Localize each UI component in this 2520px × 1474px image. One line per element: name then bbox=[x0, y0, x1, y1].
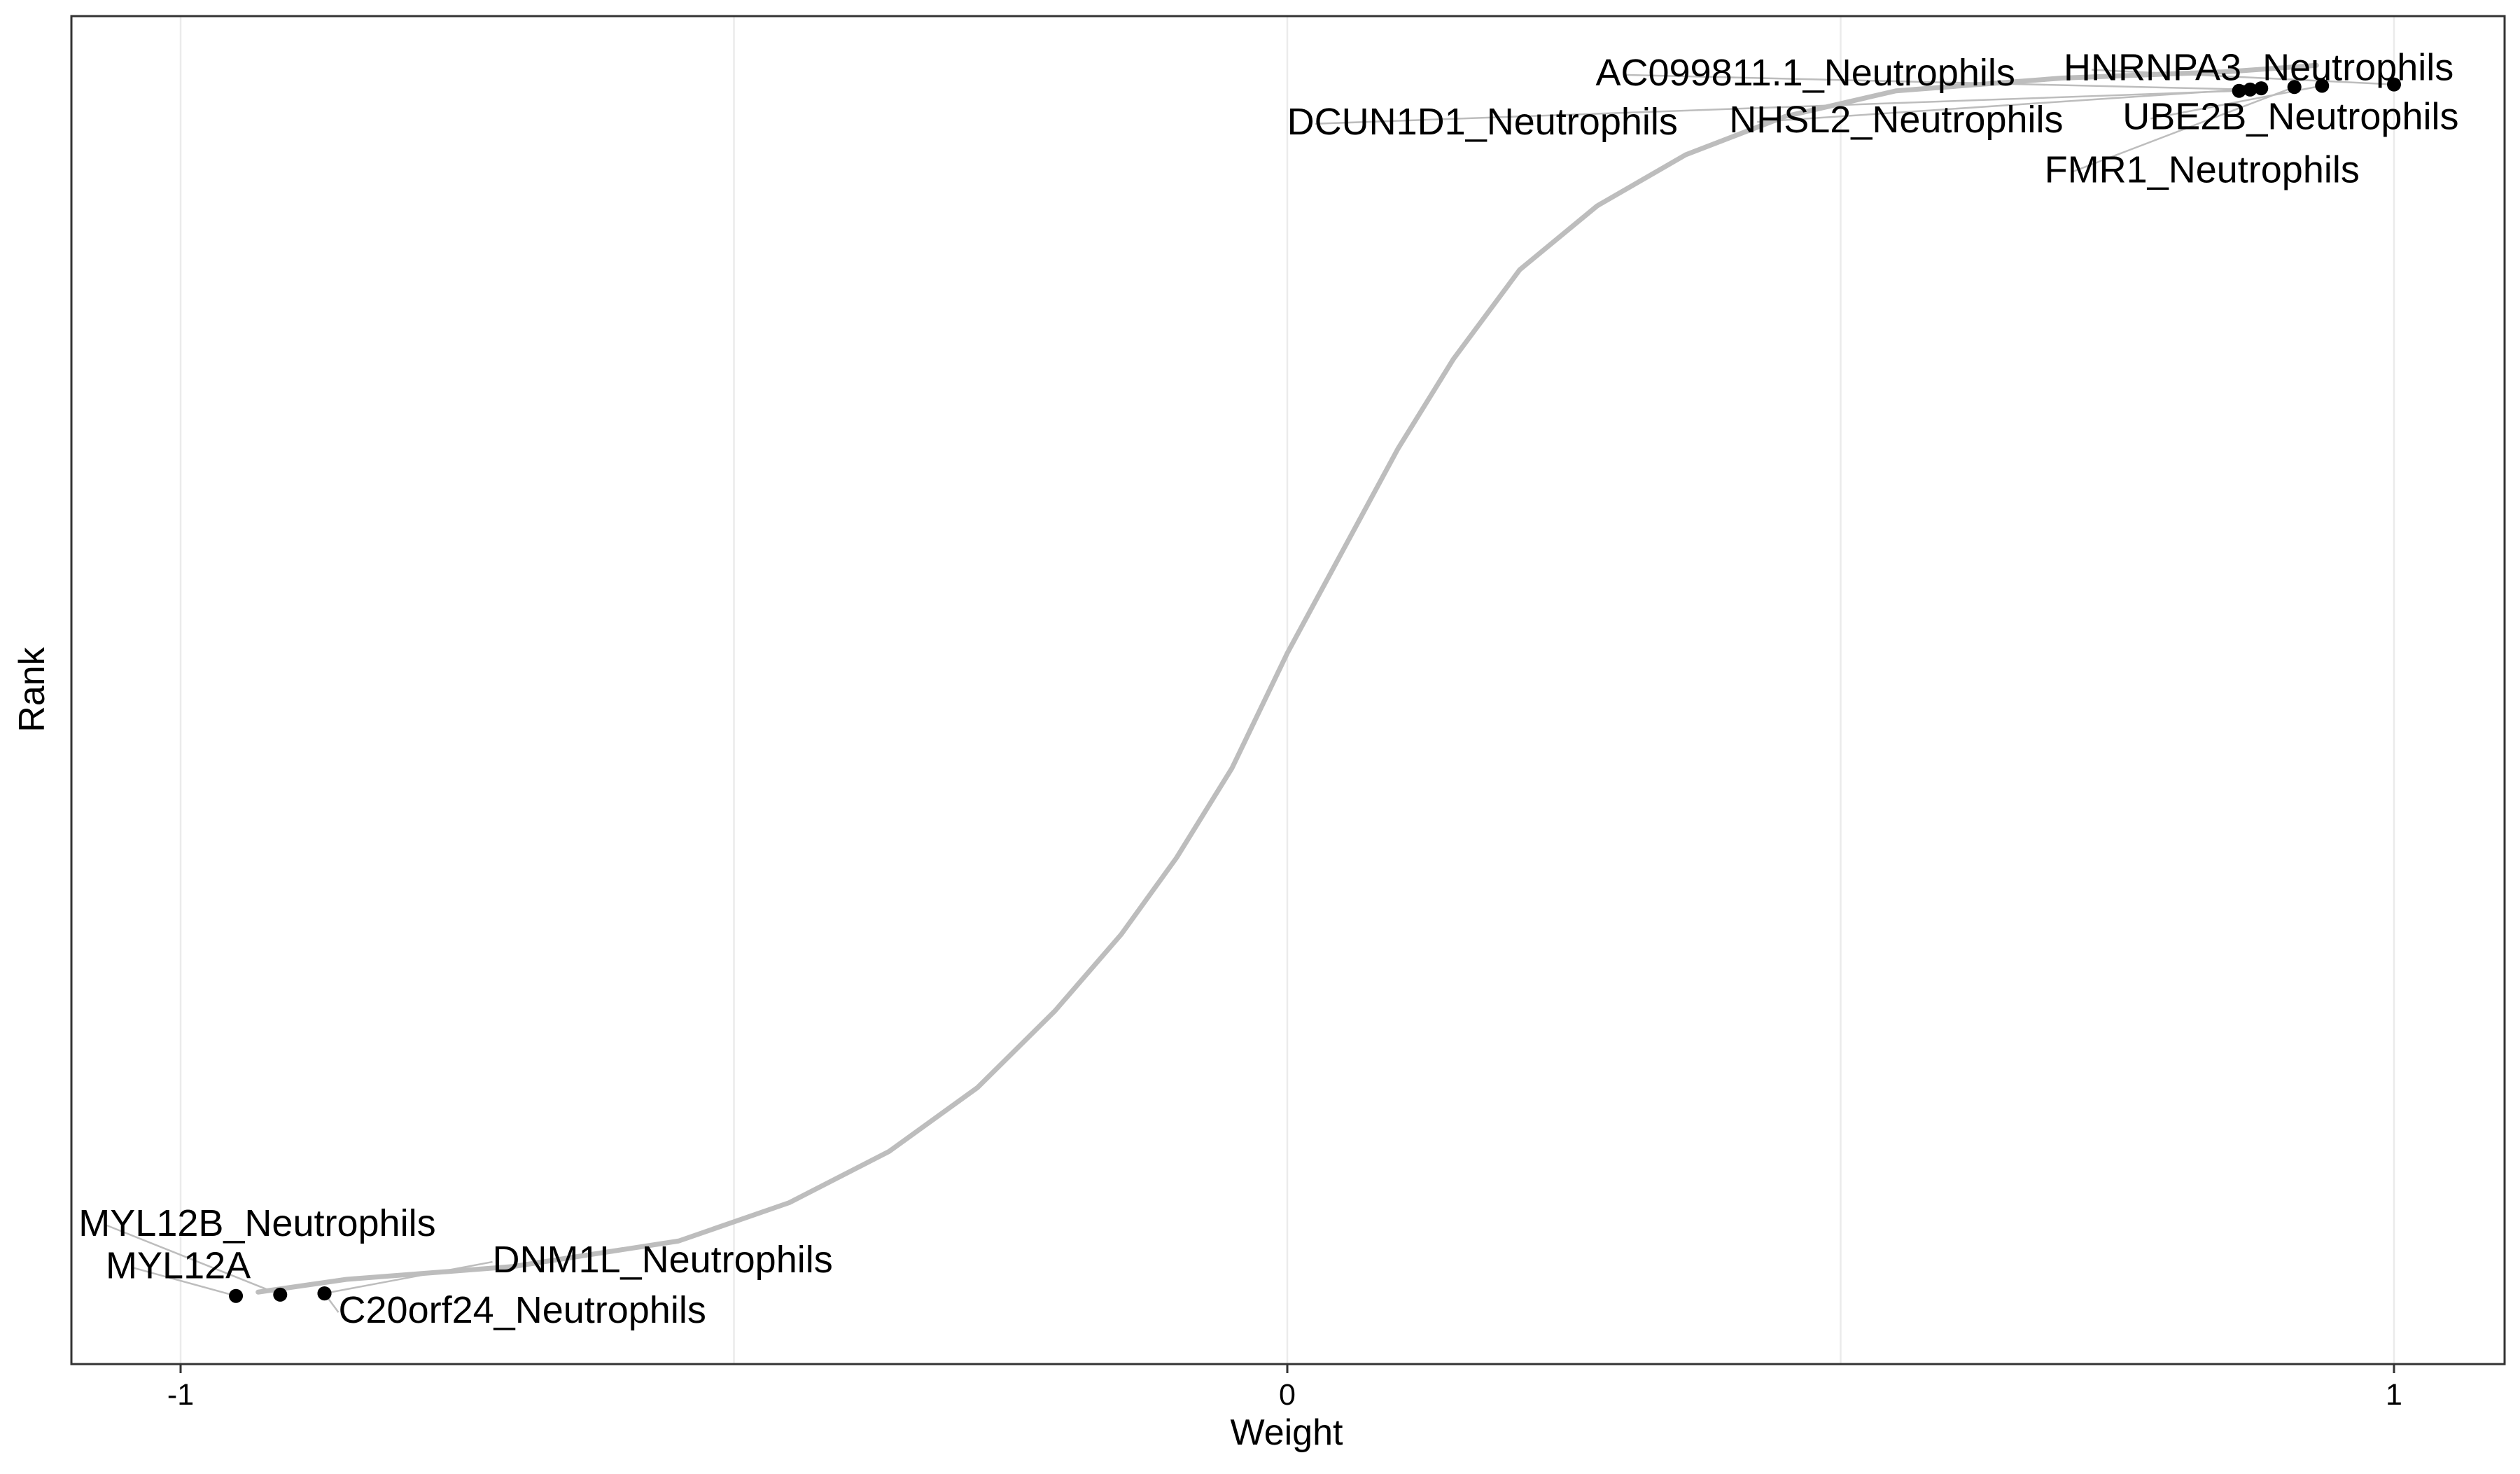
highlighted-point bbox=[229, 1288, 244, 1303]
point-label: NHSL2_Neutrophils bbox=[1729, 99, 2063, 141]
point-label: FMR1_Neutrophils bbox=[2045, 148, 2360, 190]
x-tick-label: -1 bbox=[167, 1378, 194, 1412]
y-axis-title: Rank bbox=[12, 646, 52, 732]
x-axis-ticks: -1 0 1 bbox=[167, 1364, 2402, 1412]
x-axis-title: Weight bbox=[1231, 1412, 1343, 1453]
leader-line bbox=[2091, 69, 2395, 85]
highlighted-point bbox=[2387, 77, 2401, 92]
point-label: MYL12B_Neutrophils bbox=[78, 1202, 435, 1244]
highlighted-point bbox=[317, 1286, 332, 1301]
x-tick-label: 0 bbox=[1279, 1378, 1296, 1412]
point-label: DNM1L_Neutrophils bbox=[493, 1239, 833, 1281]
leader-line bbox=[1757, 87, 2262, 123]
point-label: MYL12A bbox=[106, 1245, 251, 1287]
highlighted-points bbox=[229, 77, 2401, 1303]
rank-curve-line bbox=[255, 62, 2319, 1295]
leader-line bbox=[133, 1267, 237, 1297]
leader-line bbox=[1623, 74, 2250, 91]
label-leader-lines bbox=[106, 69, 2395, 1313]
highlighted-point bbox=[2232, 83, 2246, 98]
leader-line bbox=[1315, 90, 2239, 125]
highlighted-point bbox=[2287, 80, 2302, 95]
background-curve bbox=[255, 62, 2319, 1295]
point-label: DCUN1D1_Neutrophils bbox=[1287, 101, 1678, 143]
leader-line bbox=[106, 1224, 281, 1296]
highlighted-point bbox=[273, 1287, 288, 1302]
point-label: UBE2B_Neutrophils bbox=[2122, 95, 2458, 137]
x-tick-label: 1 bbox=[2386, 1378, 2402, 1412]
leader-line bbox=[2072, 86, 2295, 173]
point-label: AC099811.1_Neutrophils bbox=[1595, 52, 2015, 94]
leader-line bbox=[324, 1260, 493, 1295]
point-label: C20orf24_Neutrophils bbox=[339, 1289, 706, 1331]
point-label: HNRNPA3_Neutrophils bbox=[2064, 47, 2454, 89]
highlighted-point bbox=[2243, 82, 2258, 97]
highlighted-point bbox=[2315, 78, 2330, 93]
highlighted-point bbox=[2254, 81, 2269, 96]
grid-lines bbox=[179, 16, 2395, 1364]
